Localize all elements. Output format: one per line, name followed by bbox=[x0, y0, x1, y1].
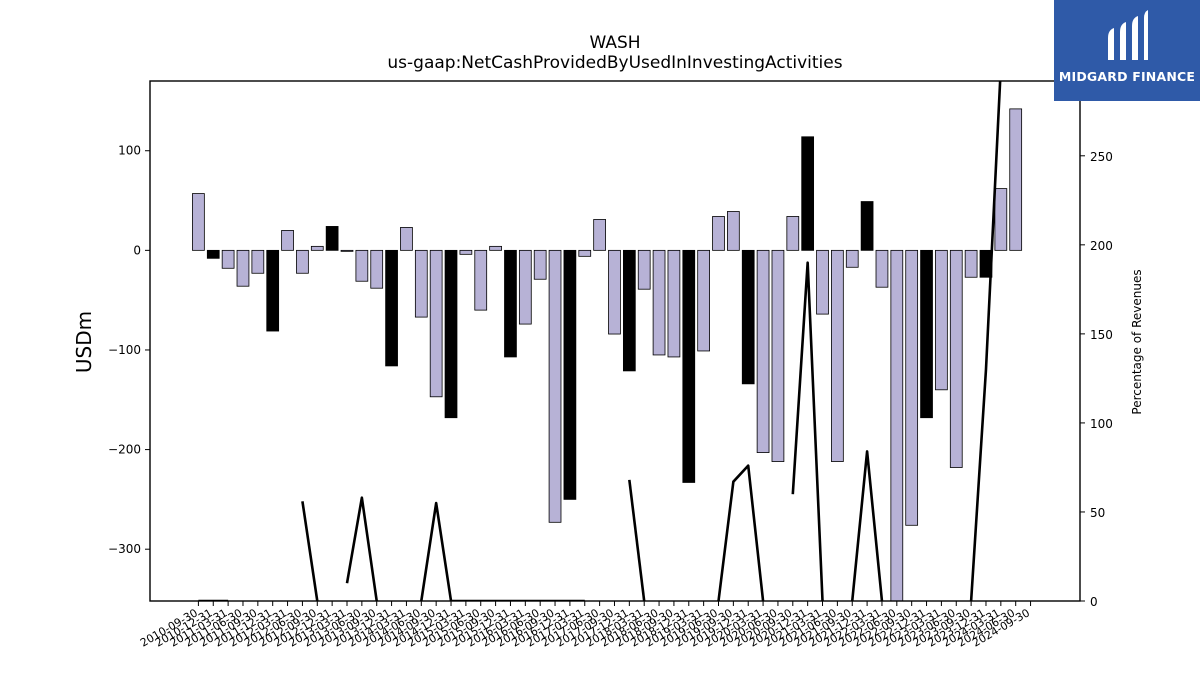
bar bbox=[712, 216, 725, 251]
bar bbox=[786, 216, 800, 251]
bar bbox=[385, 249, 398, 367]
midgard-logo-icon bbox=[1108, 10, 1148, 60]
bar bbox=[608, 249, 621, 335]
bar bbox=[637, 249, 651, 290]
bar bbox=[206, 249, 220, 259]
bar bbox=[816, 249, 829, 315]
line-segment bbox=[420, 501, 585, 601]
line-segment bbox=[969, 81, 1002, 601]
bar bbox=[236, 249, 250, 287]
line-segment bbox=[345, 496, 379, 601]
y-tick-label: −200 bbox=[108, 443, 141, 457]
bar bbox=[548, 249, 562, 523]
line-segment bbox=[301, 501, 319, 601]
y2-tick-label: 200 bbox=[1090, 239, 1113, 253]
y2-tick-label: 0 bbox=[1090, 595, 1098, 609]
bar bbox=[370, 249, 384, 289]
percentage-line bbox=[198, 81, 1002, 601]
bar bbox=[935, 249, 948, 391]
bar bbox=[652, 249, 666, 356]
line-segment bbox=[628, 479, 646, 601]
chart-subtitle: us-gaap:NetCashProvidedByUsedInInvesting… bbox=[387, 53, 842, 73]
bar bbox=[296, 249, 309, 274]
y-tick-label: 0 bbox=[133, 243, 141, 257]
bar bbox=[741, 249, 755, 385]
bar bbox=[875, 249, 889, 288]
bars bbox=[192, 108, 1023, 601]
bar bbox=[1009, 108, 1023, 251]
y2-tick-label: 250 bbox=[1090, 150, 1113, 164]
brand-logo: MIDGARD FINANCE bbox=[1054, 0, 1200, 101]
bar bbox=[622, 249, 636, 372]
bar bbox=[831, 249, 844, 462]
plot-frame bbox=[149, 80, 1081, 602]
line-segment bbox=[717, 464, 765, 601]
line-segment bbox=[791, 261, 824, 601]
y-tick-label: −100 bbox=[108, 343, 141, 357]
bar bbox=[682, 249, 696, 483]
y2-axis-label: Percentage of Revenues bbox=[1130, 269, 1144, 414]
bar bbox=[905, 249, 919, 526]
bar bbox=[192, 193, 205, 251]
bar bbox=[429, 249, 443, 398]
bar bbox=[563, 249, 577, 500]
bar bbox=[949, 249, 963, 468]
bar bbox=[474, 249, 488, 311]
y2-tick-label: 150 bbox=[1090, 328, 1113, 342]
bar bbox=[890, 249, 904, 601]
bar bbox=[266, 249, 280, 332]
bar bbox=[771, 249, 785, 462]
bar bbox=[444, 249, 458, 419]
bar bbox=[533, 249, 547, 280]
chart-title: WASH bbox=[589, 33, 640, 53]
bar bbox=[281, 230, 294, 251]
bar bbox=[251, 249, 265, 274]
line-segment bbox=[850, 450, 884, 601]
bar bbox=[310, 245, 324, 251]
bar bbox=[355, 249, 369, 282]
bar bbox=[504, 249, 517, 358]
bar bbox=[400, 227, 413, 251]
bar bbox=[727, 211, 740, 251]
plot-area bbox=[192, 81, 1023, 601]
axes: 1000−100−200−3000501001502002502010-09-3… bbox=[108, 80, 1113, 650]
bar bbox=[578, 249, 592, 257]
bar bbox=[697, 249, 710, 352]
brand-name: MIDGARD FINANCE bbox=[1058, 69, 1196, 84]
bar bbox=[994, 188, 1008, 251]
bar bbox=[414, 249, 428, 318]
bar bbox=[964, 249, 978, 278]
y-tick-label: 100 bbox=[118, 144, 141, 158]
bar bbox=[459, 249, 473, 255]
y-tick-label: −300 bbox=[108, 542, 141, 556]
bar bbox=[801, 136, 815, 251]
y2-tick-label: 100 bbox=[1090, 417, 1113, 431]
bar bbox=[756, 249, 770, 453]
bar bbox=[920, 249, 933, 419]
bar bbox=[518, 249, 532, 325]
bar bbox=[221, 249, 235, 269]
y2-tick-label: 50 bbox=[1090, 506, 1105, 520]
bar bbox=[325, 226, 339, 251]
y-axis-label: USDm bbox=[72, 311, 96, 373]
bar bbox=[593, 219, 606, 251]
bar bbox=[845, 249, 859, 268]
bar bbox=[489, 245, 502, 251]
bar bbox=[860, 201, 874, 251]
bar bbox=[667, 249, 681, 358]
bar bbox=[340, 249, 354, 252]
